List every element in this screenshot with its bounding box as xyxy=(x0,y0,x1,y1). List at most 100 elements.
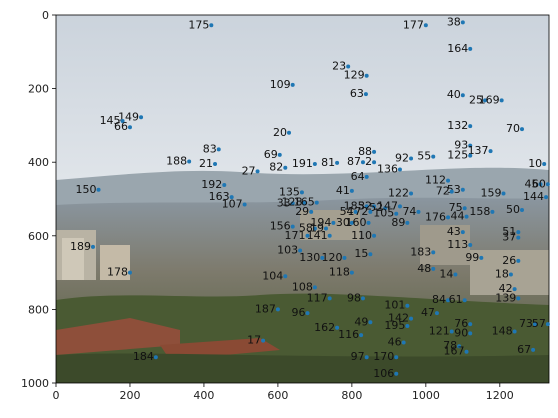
scatter-point xyxy=(342,255,347,260)
scatter-point xyxy=(366,220,371,225)
scatter-point xyxy=(335,160,340,165)
scatter-point xyxy=(405,303,410,308)
scatter-point xyxy=(512,287,517,292)
point-label: 25 xyxy=(469,93,483,106)
point-label: 54 xyxy=(340,205,354,218)
scatter-point xyxy=(372,160,377,165)
point-label: 21 xyxy=(199,157,213,170)
scatter-point xyxy=(468,322,473,327)
scatter-point xyxy=(364,174,369,179)
scatter-point xyxy=(335,325,340,330)
scatter-point xyxy=(423,23,428,28)
scatter-point xyxy=(431,250,436,255)
scatter-point xyxy=(532,322,537,327)
point-label: 48 xyxy=(417,262,431,275)
scatter-point xyxy=(277,152,282,157)
point-label: 172 xyxy=(347,205,368,218)
point-label: 148 xyxy=(492,324,513,337)
point-label: 64 xyxy=(351,170,365,183)
point-label: 165 xyxy=(294,196,315,209)
scatter-point xyxy=(516,296,521,301)
x-tick-label: 200 xyxy=(119,389,140,402)
scatter-point xyxy=(290,224,295,229)
point-label: 20 xyxy=(273,126,287,139)
point-label: 129 xyxy=(344,69,365,82)
scatter-point xyxy=(453,272,458,277)
point-label: 136 xyxy=(377,163,398,176)
point-label: 160 xyxy=(346,216,367,229)
scatter-point xyxy=(283,274,288,279)
scatter-point xyxy=(394,371,399,376)
point-label: 50 xyxy=(506,203,520,216)
scatter-point xyxy=(409,316,414,321)
scatter-point xyxy=(468,143,473,148)
point-label: 51 xyxy=(502,225,516,238)
scatter-point xyxy=(312,162,317,167)
scatter-point xyxy=(464,349,469,354)
scatter-point xyxy=(544,195,549,200)
scatter-point xyxy=(153,355,158,360)
point-label: 60 xyxy=(532,177,546,190)
scatter-point xyxy=(520,208,525,213)
point-label: 44 xyxy=(451,210,465,223)
scatter-point xyxy=(372,233,377,238)
point-label: 122 xyxy=(388,186,409,199)
point-label: 49 xyxy=(354,315,368,328)
scatter-point xyxy=(468,46,473,51)
point-label: 159 xyxy=(481,186,502,199)
scatter-point xyxy=(394,211,399,216)
point-label: 158 xyxy=(469,205,490,218)
scatter-point xyxy=(431,266,436,271)
x-tick-label: 600 xyxy=(267,389,288,402)
scatter-point xyxy=(305,311,310,316)
scatter-point xyxy=(96,187,101,192)
scatter-point xyxy=(309,209,314,214)
point-label: 15 xyxy=(354,247,368,260)
scatter-point xyxy=(409,191,414,196)
point-label: 195 xyxy=(384,319,405,332)
scatter-point xyxy=(468,124,473,129)
point-label: 112 xyxy=(425,174,446,187)
point-label: 38 xyxy=(447,15,461,28)
point-label: 105 xyxy=(373,207,394,220)
scatter-point xyxy=(462,298,467,303)
scatter-point xyxy=(290,82,295,87)
point-label: 52 xyxy=(369,201,383,214)
scatter-point xyxy=(468,153,473,158)
point-label: 10 xyxy=(528,157,542,170)
point-label: 142 xyxy=(388,312,409,325)
scatter-point xyxy=(312,226,317,231)
point-label: 169 xyxy=(479,93,500,106)
scatter-point xyxy=(349,188,354,193)
scatter-point xyxy=(346,64,351,69)
point-label: 41 xyxy=(336,184,350,197)
point-label: 58 xyxy=(299,221,313,234)
scatter-point xyxy=(446,215,451,220)
scatter-point xyxy=(353,209,358,214)
point-label: 89 xyxy=(391,216,405,229)
scatter-point xyxy=(320,255,325,260)
point-label: 43 xyxy=(447,225,461,238)
scatter-point xyxy=(516,258,521,263)
scatter-point xyxy=(468,331,473,336)
scatter-point xyxy=(394,355,399,360)
point-label: 167 xyxy=(444,345,465,358)
scatter-point xyxy=(368,209,373,214)
scatter-point xyxy=(431,154,436,159)
scatter-point xyxy=(127,125,132,130)
scatter-point xyxy=(287,130,292,135)
point-label: 176 xyxy=(425,210,446,223)
point-label: 113 xyxy=(447,238,468,251)
point-label: 145 xyxy=(100,114,121,127)
x-tick-label: 400 xyxy=(193,389,214,402)
scatter-point xyxy=(368,252,373,257)
scatter-point xyxy=(216,147,221,152)
point-label: 30 xyxy=(336,216,350,229)
point-label: 2 xyxy=(365,155,372,168)
point-label: 42 xyxy=(499,282,513,295)
y-tick-label: 1000 xyxy=(21,377,49,390)
point-label: 88 xyxy=(358,145,372,158)
scatter-point xyxy=(327,233,332,238)
point-label: 92 xyxy=(395,152,409,165)
